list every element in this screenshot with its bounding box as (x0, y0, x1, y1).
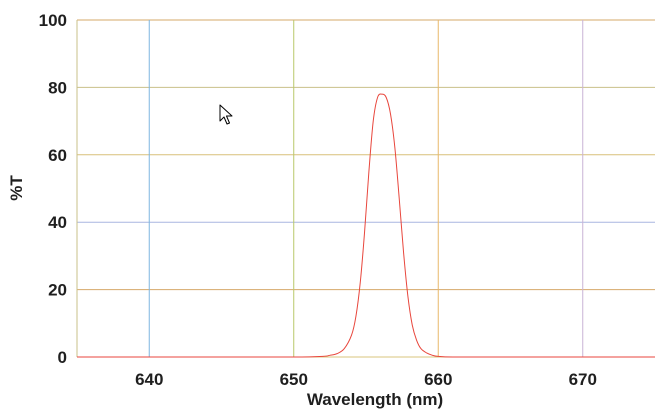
curve-layer (77, 93, 655, 358)
grid (76, 19, 655, 358)
y-tick-label-60: 60 (48, 146, 67, 165)
y-tick-label-40: 40 (48, 213, 67, 232)
transmission-curve-0 (77, 93, 655, 358)
x-tick-label-660: 660 (424, 370, 452, 389)
x-axis-title: Wavelength (nm) (307, 390, 443, 409)
y-tick-label-80: 80 (48, 78, 67, 97)
x-tick-label-670: 670 (569, 370, 597, 389)
mouse-cursor-icon (219, 104, 233, 125)
x-tick-label-650: 650 (280, 370, 308, 389)
x-axis-ticks: 640 650 660 670 (135, 370, 597, 389)
x-tick-label-640: 640 (135, 370, 163, 389)
y-tick-label-100: 100 (39, 11, 67, 30)
y-axis-ticks: 0 20 40 60 80 100 (39, 11, 67, 367)
y-tick-label-20: 20 (48, 281, 67, 300)
y-axis-title: %T (7, 175, 26, 201)
y-tick-label-0: 0 (58, 348, 67, 367)
